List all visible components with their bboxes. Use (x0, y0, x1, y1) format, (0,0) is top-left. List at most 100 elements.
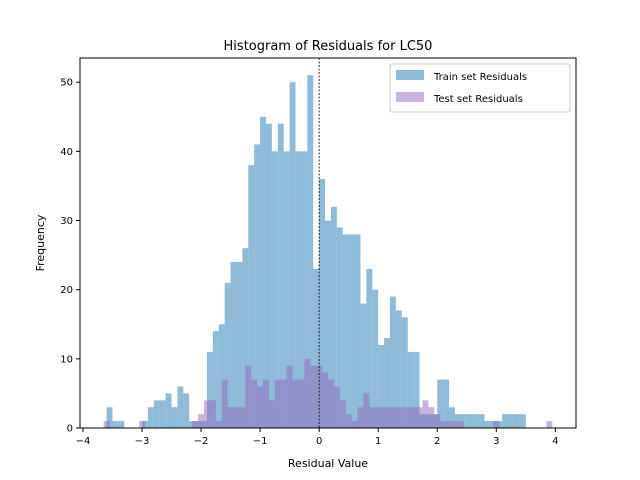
train-bar-55 (449, 407, 455, 428)
train-bar-54 (443, 379, 450, 428)
train-bar-4 (147, 407, 154, 428)
y-axis-label: Frequency (34, 214, 47, 271)
test-bar-24 (322, 372, 328, 428)
train-bar-39 (354, 234, 361, 428)
test-bar-29 (351, 421, 358, 428)
test-bar-16 (274, 379, 281, 428)
train-bar-14 (206, 351, 213, 428)
y-axis-ticks: 0 10 20 30 40 50 (60, 78, 80, 435)
test-bar-45 (446, 421, 452, 428)
train-bar-58 (466, 414, 473, 428)
test-bar-43 (434, 414, 441, 428)
train-bar-0 (106, 407, 113, 428)
test-bar-12 (251, 379, 258, 428)
legend-swatch-test (396, 92, 424, 102)
test-bar-35 (387, 407, 393, 428)
test-bar-40 (416, 407, 423, 428)
train-bar-21 (248, 165, 255, 428)
test-bar-20 (298, 379, 305, 428)
test-bar-19 (292, 379, 299, 428)
train-bars-group (106, 75, 526, 429)
test-bar-49 (546, 421, 553, 428)
train-bar-28 (289, 82, 296, 429)
train-bar-57 (460, 414, 467, 428)
test-bar-22 (310, 365, 317, 428)
train-bar-16 (218, 324, 225, 428)
test-bar-4 (204, 400, 210, 428)
test-bar-10 (239, 407, 246, 428)
x-tick-label-1: −3 (135, 436, 150, 447)
y-tick-label-4: 40 (60, 147, 73, 158)
train-bar-61 (484, 421, 491, 428)
test-bar-33 (375, 407, 382, 428)
train-bar-42 (372, 289, 379, 428)
test-bar-26 (333, 386, 340, 428)
train-bar-43 (378, 345, 385, 428)
plot-area-frame (79, 57, 577, 429)
train-bar-32 (313, 268, 320, 428)
train-bar-9 (177, 386, 184, 428)
test-bar-36 (392, 407, 399, 428)
train-bar-59 (472, 414, 479, 428)
test-bar-14 (263, 379, 269, 428)
test-bar-17 (280, 379, 287, 428)
train-bar-2 (118, 421, 125, 428)
train-bar-63 (496, 421, 503, 428)
test-bar-48 (493, 421, 500, 428)
train-bar-15 (212, 331, 219, 428)
train-bar-36 (336, 227, 343, 428)
train-bar-17 (224, 282, 231, 428)
x-tick-label-8: 4 (552, 436, 558, 447)
y-tick-label-2: 20 (60, 285, 73, 296)
train-bar-60 (478, 414, 485, 428)
test-bar-46 (452, 421, 458, 428)
test-bar-31 (363, 393, 370, 428)
y-tick-label-1: 10 (60, 354, 73, 365)
x-tick-label-0: −4 (76, 436, 91, 447)
x-axis-label: Residual Value (288, 457, 368, 470)
x-tick-label-4: 0 (316, 436, 322, 447)
y-tick-label-3: 30 (60, 216, 73, 227)
test-bar-32 (369, 407, 376, 428)
train-bar-20 (242, 248, 249, 428)
x-tick-label-5: 1 (375, 436, 381, 447)
train-bar-26 (277, 123, 284, 428)
train-bar-23 (260, 116, 266, 428)
test-bar-3 (198, 414, 204, 428)
train-bar-34 (325, 220, 331, 428)
train-bar-65 (508, 414, 514, 428)
legend-swatch-train (396, 70, 424, 80)
chart-title: Histogram of Residuals for LC50 (224, 39, 433, 54)
train-bar-48 (407, 351, 414, 428)
test-bar-8 (227, 407, 234, 428)
legend-label-train: Train set Residuals (433, 72, 527, 83)
y-tick-label-5: 50 (60, 78, 73, 89)
test-bar-11 (245, 365, 252, 428)
train-bar-47 (401, 317, 408, 428)
train-bar-40 (360, 303, 367, 428)
test-bar-0 (103, 421, 110, 428)
train-bar-6 (159, 400, 166, 428)
train-bar-30 (301, 151, 308, 429)
train-bar-22 (254, 144, 261, 428)
test-bar-37 (398, 407, 405, 428)
test-bar-25 (328, 379, 334, 428)
train-bar-31 (307, 75, 314, 428)
train-bar-10 (183, 393, 190, 428)
legend-box (389, 63, 571, 113)
test-bar-13 (257, 386, 264, 428)
test-bars-group (103, 358, 553, 428)
train-bar-25 (271, 151, 278, 429)
x-tick-label-7: 3 (493, 436, 499, 447)
train-bar-53 (437, 379, 444, 428)
test-bar-7 (221, 379, 228, 428)
test-bar-38 (404, 407, 411, 428)
test-bar-41 (422, 400, 429, 428)
train-bar-44 (384, 338, 390, 428)
legend: Train set Residuals Test set Residuals (389, 63, 571, 113)
test-bar-6 (215, 421, 222, 428)
x-tick-label-6: 2 (434, 436, 440, 447)
train-bar-33 (319, 179, 326, 428)
train-bar-24 (266, 123, 272, 428)
test-bar-27 (339, 400, 346, 428)
